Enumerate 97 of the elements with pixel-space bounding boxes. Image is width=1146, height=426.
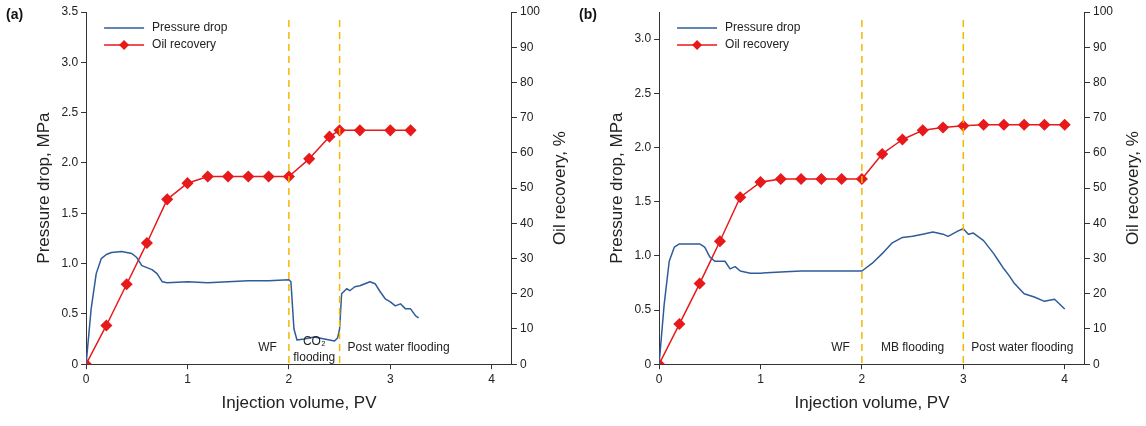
point: [1058, 118, 1071, 131]
annotation: WF: [831, 339, 850, 354]
annotation: Post water flooding: [347, 339, 450, 354]
point: [754, 176, 767, 188]
y-tick-label: 1.0: [61, 255, 79, 270]
y2-axis-title: Oil recovery, %: [550, 131, 570, 246]
point: [835, 173, 848, 185]
y-axis-title: Pressure drop, MPa: [606, 111, 626, 264]
y2-axis-title: Oil recovery, %: [1123, 131, 1143, 246]
y-tick-label: 2.5: [634, 85, 652, 100]
y2-tick-label: 90: [1092, 39, 1107, 54]
point: [354, 124, 366, 137]
point: [916, 124, 929, 137]
annotation: WF: [258, 339, 277, 354]
point: [222, 170, 234, 183]
y-tick-label: 0: [71, 356, 79, 371]
point: [734, 191, 746, 204]
point: [714, 235, 726, 248]
chart-title: (a): [6, 5, 24, 22]
y2-tick-label: 40: [519, 215, 534, 230]
x-tick-label: 4: [488, 371, 496, 386]
y2-tick-label: 70: [1092, 109, 1107, 124]
y2-tick-label: 100: [519, 4, 541, 19]
y2-tick-label: 30: [1092, 250, 1107, 265]
point: [673, 318, 686, 330]
x-axis-title: Injection volume, PV: [794, 393, 951, 413]
x-tick-label: 3: [959, 371, 967, 386]
y2-tick-label: 60: [1092, 145, 1107, 160]
y-tick-label: 2.0: [61, 155, 79, 170]
point: [998, 118, 1010, 131]
y2-tick-label: 10: [1092, 321, 1107, 336]
legend-label: Oil recovery: [152, 37, 217, 52]
y2-tick-label: 50: [519, 180, 534, 195]
point: [795, 173, 807, 185]
y-tick-label: 0.5: [61, 306, 79, 321]
y-tick-label: 1.0: [634, 248, 652, 263]
x-tick-label: 1: [757, 371, 765, 386]
y-axis-title: Pressure drop, MPa: [33, 111, 53, 264]
y-tick-label: 1.5: [61, 205, 79, 220]
y2-tick-label: 90: [519, 39, 534, 54]
chart-title: (b): [579, 5, 597, 22]
y2-tick-label: 100: [1092, 4, 1114, 19]
y2-tick-label: 70: [519, 109, 534, 124]
y2-tick-label: 20: [519, 286, 534, 301]
point: [181, 177, 194, 189]
point: [1018, 118, 1030, 131]
annotation: Post water flooding: [971, 339, 1074, 354]
x-tick-label: 0: [655, 371, 663, 386]
y2-tick-label: 80: [519, 74, 534, 89]
legend-label: Pressure drop: [152, 20, 228, 35]
point: [384, 124, 397, 137]
y-tick-label: 0: [644, 356, 652, 371]
point: [775, 173, 787, 185]
x-tick-label: 1: [184, 371, 192, 386]
x-tick-label: 0: [82, 371, 90, 386]
point: [404, 124, 417, 137]
y-tick-label: 1.5: [634, 193, 652, 208]
point: [977, 118, 990, 131]
annotation: MB flooding: [880, 339, 945, 354]
point: [1038, 118, 1051, 131]
y-tick-label: 3.0: [61, 54, 79, 69]
x-tick-label: 4: [1061, 371, 1069, 386]
point: [242, 170, 255, 183]
y2-tick-label: 30: [519, 250, 534, 265]
y2-tick-label: 0: [519, 356, 527, 371]
point: [120, 278, 133, 290]
y2-tick-label: 50: [1092, 180, 1107, 195]
point: [937, 121, 949, 134]
point: [693, 277, 706, 290]
point: [815, 173, 828, 185]
legend-label: Oil recovery: [725, 37, 790, 52]
point: [202, 170, 214, 183]
y2-tick-label: 40: [1092, 215, 1107, 230]
y2-tick-label: 20: [1092, 286, 1107, 301]
y2-tick-label: 80: [1092, 74, 1107, 89]
x-tick-label: 2: [858, 371, 866, 386]
y-tick-label: 0.5: [634, 302, 652, 317]
y2-tick-label: 10: [519, 321, 534, 336]
point: [100, 319, 113, 332]
point: [303, 153, 315, 165]
point: [876, 148, 888, 160]
x-axis-title: Injection volume, PV: [221, 393, 378, 413]
y-tick-label: 3.0: [634, 31, 652, 46]
point: [323, 130, 336, 143]
legend-label: Pressure drop: [725, 20, 801, 35]
point: [896, 133, 909, 146]
point: [161, 193, 173, 206]
y-tick-label: 2.0: [634, 139, 652, 154]
y-tick-label: 3.5: [61, 4, 79, 19]
x-tick-label: 3: [386, 371, 394, 386]
point: [262, 170, 275, 183]
y2-tick-label: 0: [1092, 356, 1100, 371]
x-tick-label: 2: [285, 371, 293, 386]
point: [957, 120, 970, 132]
y-tick-label: 2.5: [61, 104, 79, 119]
y2-tick-label: 60: [519, 145, 534, 160]
point: [141, 237, 153, 249]
